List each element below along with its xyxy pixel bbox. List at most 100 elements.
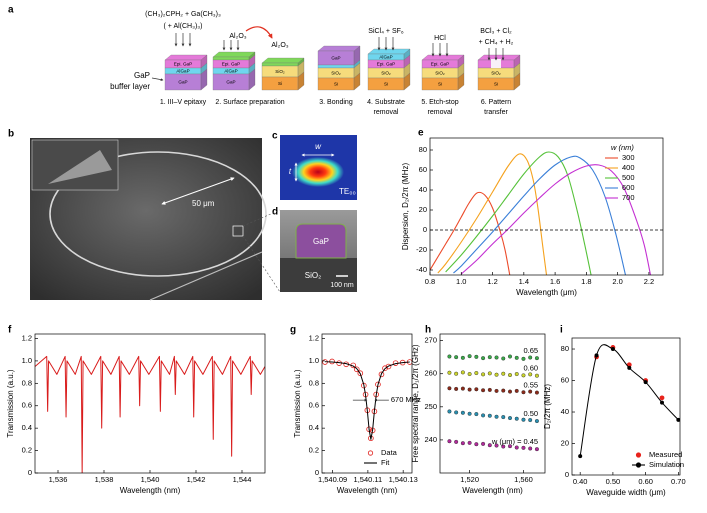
- series-label: 0.65: [523, 346, 538, 355]
- x-tick-label: 0.60: [638, 477, 653, 486]
- y-tick-label: 0.4: [309, 423, 319, 432]
- layer-shade: [354, 60, 360, 68]
- transfer-arrow: [245, 26, 273, 39]
- layer-side: [513, 72, 521, 91]
- data-point: [534, 419, 539, 424]
- data-point: [521, 417, 526, 422]
- layer-label: AlGaP: [176, 69, 189, 74]
- y-tick-label: 1.2: [309, 333, 319, 342]
- data-point: [487, 387, 492, 392]
- legend-label: 400: [622, 163, 635, 172]
- layer-label: Epi. GaP: [174, 62, 192, 67]
- step-label: 5. Etch-stop: [421, 99, 458, 106]
- y-tick-label: 0.6: [309, 401, 319, 410]
- data-point: [447, 386, 452, 391]
- x-axis-title: Wavelength (nm): [120, 486, 181, 495]
- legend-label: 600: [622, 183, 635, 192]
- data-point: [514, 372, 519, 377]
- data-point: [528, 355, 533, 360]
- substrate: [280, 258, 357, 292]
- material-label: GaP: [313, 237, 329, 246]
- legend-label: Measured: [649, 450, 682, 459]
- layer-label: Si: [278, 81, 282, 86]
- y-tick-label: 1.0: [22, 356, 32, 365]
- data-point: [594, 353, 599, 358]
- data-point: [454, 386, 459, 391]
- data-point: [467, 354, 472, 359]
- x-tick-label: 1.6: [550, 277, 560, 286]
- layer-shade: [514, 55, 520, 68]
- data-point: [521, 445, 526, 450]
- series-label: 0.55: [523, 381, 538, 390]
- layer-shade: [201, 63, 207, 74]
- data-point: [534, 373, 539, 378]
- data-point: [487, 371, 492, 376]
- data-point: [467, 411, 472, 416]
- x-axis-title: Waveguide width (μm): [586, 488, 666, 497]
- data-point: [508, 416, 513, 421]
- x-tick-label: 1,560: [514, 475, 533, 484]
- legend-label: Simulation: [649, 460, 684, 469]
- reagent: BCl₃ + Cl₂: [480, 28, 512, 35]
- reagent: SiCl₄ + SF₆: [368, 28, 404, 35]
- data-point: [378, 371, 385, 378]
- ring: [49, 151, 267, 277]
- y-tick-label: 80: [561, 344, 569, 353]
- layer-label: AlGaP: [379, 55, 392, 60]
- layer-shade: [354, 73, 360, 90]
- series-label-prefix: w (μm) =: [491, 437, 522, 446]
- data-point: [447, 370, 452, 375]
- data-point: [368, 435, 374, 442]
- data-point: [481, 413, 486, 418]
- data-point: [514, 416, 519, 421]
- step-label: 3. Bonding: [319, 99, 353, 106]
- legend-label: 300: [622, 153, 635, 162]
- layer-side: [403, 72, 411, 91]
- x-tick-label: 1.8: [581, 277, 591, 286]
- plot: [322, 358, 412, 442]
- zoom-box: [232, 225, 244, 237]
- step-label: transfer: [484, 109, 508, 116]
- data-point: [474, 442, 479, 447]
- data-point: [481, 441, 486, 446]
- series-line: [579, 344, 679, 457]
- reagent: HCl: [434, 35, 446, 42]
- data-point: [643, 380, 648, 385]
- y-axis-title: Transmission (a.u.): [6, 369, 15, 438]
- x-axis-title: Wavelength (nm): [337, 486, 398, 495]
- layer-top: [261, 57, 305, 64]
- layer: [317, 64, 355, 69]
- panel-label: c: [272, 131, 278, 142]
- bus-waveguide: [149, 251, 263, 301]
- x-tick-label: 1,540.11: [354, 475, 383, 484]
- layer-label: AlGaP: [224, 69, 237, 74]
- layer-label: Si: [438, 82, 442, 87]
- data-point: [494, 388, 499, 393]
- data-point: [521, 390, 526, 395]
- data-point: [676, 417, 680, 422]
- data-point: [508, 373, 513, 378]
- gap-waveguide: [295, 223, 347, 259]
- data-point: [467, 440, 472, 445]
- y-axis-title: Dispersion, D₂/2π (MHz): [401, 163, 410, 251]
- plot-frame: [439, 333, 546, 474]
- data-point: [447, 439, 452, 444]
- layer-shade: [404, 55, 410, 68]
- y-tick-label: 260: [424, 369, 437, 378]
- data-point: [460, 370, 465, 375]
- data-point: [385, 363, 392, 370]
- y-tick-label: 1.2: [22, 333, 32, 342]
- step-label: 2. Surface preparation: [215, 99, 284, 106]
- layer-shade: [249, 63, 255, 74]
- pattern-gap: [491, 59, 501, 68]
- legend-label: Data: [381, 448, 398, 457]
- series-line: [324, 361, 410, 440]
- data-point: [467, 372, 472, 377]
- layer-shade: [201, 69, 207, 90]
- y-axis-title: Transmission (a.u.): [293, 369, 302, 438]
- data-point: [501, 371, 506, 376]
- panel-label: i: [560, 325, 563, 336]
- layer-label: Si: [334, 82, 338, 87]
- data-point: [481, 372, 486, 377]
- scale-label: 100 nm: [330, 282, 354, 289]
